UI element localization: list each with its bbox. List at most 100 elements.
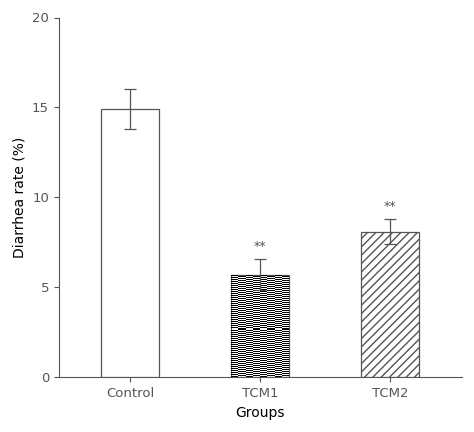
Bar [246, 356, 253, 357]
Bar [361, 232, 419, 377]
Bar [238, 304, 246, 305]
Bar [231, 289, 238, 290]
Bar [275, 327, 282, 328]
Bar [260, 315, 267, 316]
Bar [275, 295, 282, 296]
Bar [260, 346, 267, 347]
Bar [246, 352, 253, 353]
Bar [246, 287, 253, 288]
Bar [267, 306, 275, 307]
Bar [253, 312, 260, 313]
Bar [238, 282, 246, 283]
Bar [282, 351, 289, 352]
Bar [282, 290, 289, 291]
Bar [238, 367, 246, 368]
Bar [253, 371, 260, 372]
Bar [246, 277, 253, 278]
Bar [260, 374, 267, 375]
Bar [260, 297, 267, 298]
Bar [238, 306, 246, 307]
Bar [267, 359, 275, 360]
Bar [231, 342, 238, 343]
Bar [275, 299, 282, 300]
Bar [246, 354, 253, 355]
Bar [231, 279, 238, 280]
Bar [231, 309, 238, 310]
Bar [282, 328, 289, 330]
Bar [260, 340, 267, 341]
Bar [267, 371, 275, 372]
Bar [231, 299, 238, 300]
Bar [267, 373, 275, 374]
Bar [282, 294, 289, 295]
Bar [238, 280, 246, 281]
Bar [282, 343, 289, 344]
Bar [267, 363, 275, 364]
Bar [260, 370, 267, 371]
Bar [246, 358, 253, 359]
Bar [231, 350, 238, 351]
Bar [282, 282, 289, 283]
Bar [267, 328, 275, 330]
Bar [260, 342, 267, 343]
Bar [246, 325, 253, 327]
Bar [275, 370, 282, 371]
Bar [246, 305, 253, 306]
Bar [246, 336, 253, 337]
Bar [231, 366, 238, 367]
Bar [267, 286, 275, 287]
Bar [238, 308, 246, 309]
Bar [275, 338, 282, 339]
Bar [260, 299, 267, 300]
Bar [275, 360, 282, 361]
Bar [253, 363, 260, 364]
Bar [253, 294, 260, 295]
Bar [231, 307, 238, 308]
Bar [246, 362, 253, 363]
Bar [282, 310, 289, 311]
Bar [267, 316, 275, 318]
Bar [260, 376, 267, 377]
Bar [253, 316, 260, 318]
Bar [275, 334, 282, 335]
Bar [253, 286, 260, 287]
Bar [282, 276, 289, 277]
Bar [246, 334, 253, 335]
Bar [275, 362, 282, 363]
Bar [267, 339, 275, 340]
Bar [238, 314, 246, 315]
Bar [275, 336, 282, 337]
Bar [275, 356, 282, 357]
Bar [260, 360, 267, 361]
Bar [231, 358, 238, 359]
Bar [282, 286, 289, 287]
Bar [238, 294, 246, 295]
Bar [275, 313, 282, 314]
Bar [238, 365, 246, 366]
Bar [267, 355, 275, 356]
Text: **: ** [254, 240, 266, 253]
Bar [267, 284, 275, 285]
Bar [231, 348, 238, 349]
Bar [231, 370, 238, 371]
Bar [275, 297, 282, 298]
Bar [267, 298, 275, 299]
Bar [238, 292, 246, 293]
Bar [253, 365, 260, 366]
Bar [267, 353, 275, 354]
Bar [267, 375, 275, 376]
Bar [253, 284, 260, 285]
Bar [231, 331, 238, 333]
Bar [275, 342, 282, 343]
Bar [267, 292, 275, 293]
Bar [253, 322, 260, 324]
Bar [253, 292, 260, 293]
Bar [260, 336, 267, 337]
Bar [238, 333, 246, 334]
Bar [275, 275, 282, 276]
Bar [282, 333, 289, 334]
Bar [246, 350, 253, 351]
Bar [260, 307, 267, 308]
Bar [260, 327, 267, 328]
Bar [253, 367, 260, 368]
